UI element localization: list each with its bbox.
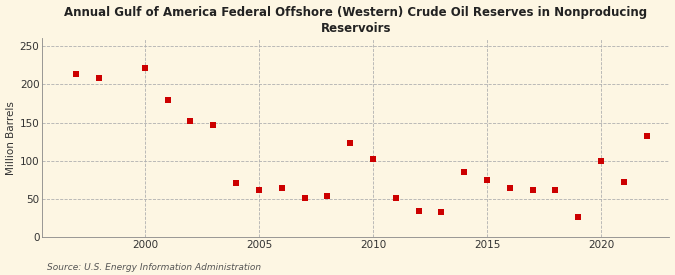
Point: [185, 119, 196, 123]
Point: [299, 196, 310, 200]
Point: [254, 188, 265, 192]
Point: [345, 140, 356, 145]
Point: [231, 181, 242, 185]
Point: [550, 188, 561, 192]
Title: Annual Gulf of America Federal Offshore (Western) Crude Oil Reserves in Nonprodu: Annual Gulf of America Federal Offshore …: [64, 6, 647, 35]
Point: [71, 72, 82, 76]
Point: [368, 157, 379, 162]
Point: [390, 196, 401, 200]
Point: [481, 178, 492, 182]
Point: [162, 98, 173, 103]
Point: [641, 134, 652, 139]
Point: [527, 188, 538, 192]
Point: [504, 185, 515, 190]
Point: [208, 123, 219, 127]
Point: [595, 159, 606, 163]
Point: [322, 194, 333, 198]
Point: [413, 208, 424, 213]
Point: [276, 185, 287, 190]
Point: [459, 170, 470, 175]
Text: Source: U.S. Energy Information Administration: Source: U.S. Energy Information Administ…: [47, 263, 261, 272]
Point: [436, 210, 447, 214]
Y-axis label: Million Barrels: Million Barrels: [5, 101, 16, 175]
Point: [94, 76, 105, 81]
Point: [140, 65, 151, 70]
Point: [618, 180, 629, 185]
Point: [573, 214, 584, 219]
